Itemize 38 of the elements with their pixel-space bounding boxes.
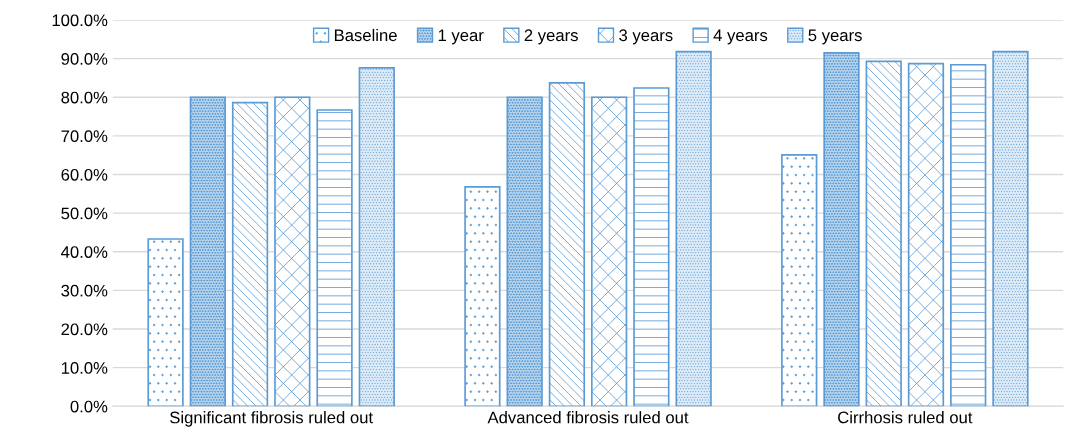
bar: [548, 82, 586, 407]
x-tick-label: Cirrhosis ruled out: [838, 411, 973, 424]
legend-label: 2 years: [524, 29, 578, 45]
y-tick-label: 0.0%: [70, 400, 108, 413]
x-tick-label: Advanced fibrosis ruled out: [487, 411, 689, 424]
legend-label: 3 years: [619, 29, 673, 45]
bar: [865, 60, 902, 407]
legend-label: Baseline: [334, 28, 397, 42]
y-tick-label: 70.0%: [61, 130, 108, 143]
x-tick-label: Significant fibrosis ruled out: [170, 411, 373, 427]
legend-label: 4 years: [713, 29, 768, 45]
bar: [675, 50, 712, 407]
bar: [781, 153, 818, 407]
bar: [950, 63, 987, 407]
bar: [992, 50, 1029, 407]
bar: [506, 96, 543, 407]
bar: [358, 67, 395, 407]
bar: [147, 238, 184, 407]
y-tick-label: 60.0%: [61, 168, 108, 181]
legend-label: 5 years: [808, 29, 862, 45]
y-tick-label: 40.0%: [61, 246, 108, 258]
y-tick-label: 100.0%: [52, 14, 108, 27]
legend-label: 1 year: [438, 29, 484, 45]
y-tick-label: 80.0%: [61, 91, 108, 104]
bar: [274, 96, 311, 407]
bar: [907, 62, 945, 407]
bar: [189, 96, 226, 407]
bar: [316, 109, 353, 407]
bar: [590, 96, 628, 407]
y-tick-label: 50.0%: [61, 207, 108, 220]
y-tick-label: 30.0%: [61, 284, 108, 297]
bar: [823, 51, 860, 407]
bar: [633, 87, 670, 407]
y-tick-label: 10.0%: [61, 362, 108, 374]
bar: [231, 101, 269, 407]
bar: [464, 186, 501, 407]
y-tick-label: 90.0%: [61, 53, 108, 65]
y-tick-label: 20.0%: [61, 323, 108, 336]
